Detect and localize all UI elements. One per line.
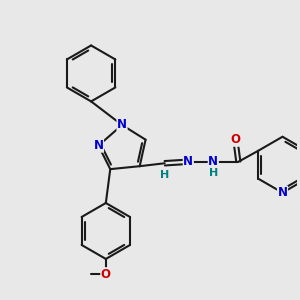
Text: N: N	[94, 139, 103, 152]
Text: N: N	[183, 155, 193, 168]
Text: H: H	[209, 168, 218, 178]
Text: N: N	[208, 155, 218, 168]
Text: O: O	[101, 268, 111, 281]
Text: N: N	[117, 118, 127, 131]
Text: O: O	[230, 133, 240, 146]
Text: H: H	[160, 170, 169, 180]
Text: N: N	[278, 186, 287, 199]
